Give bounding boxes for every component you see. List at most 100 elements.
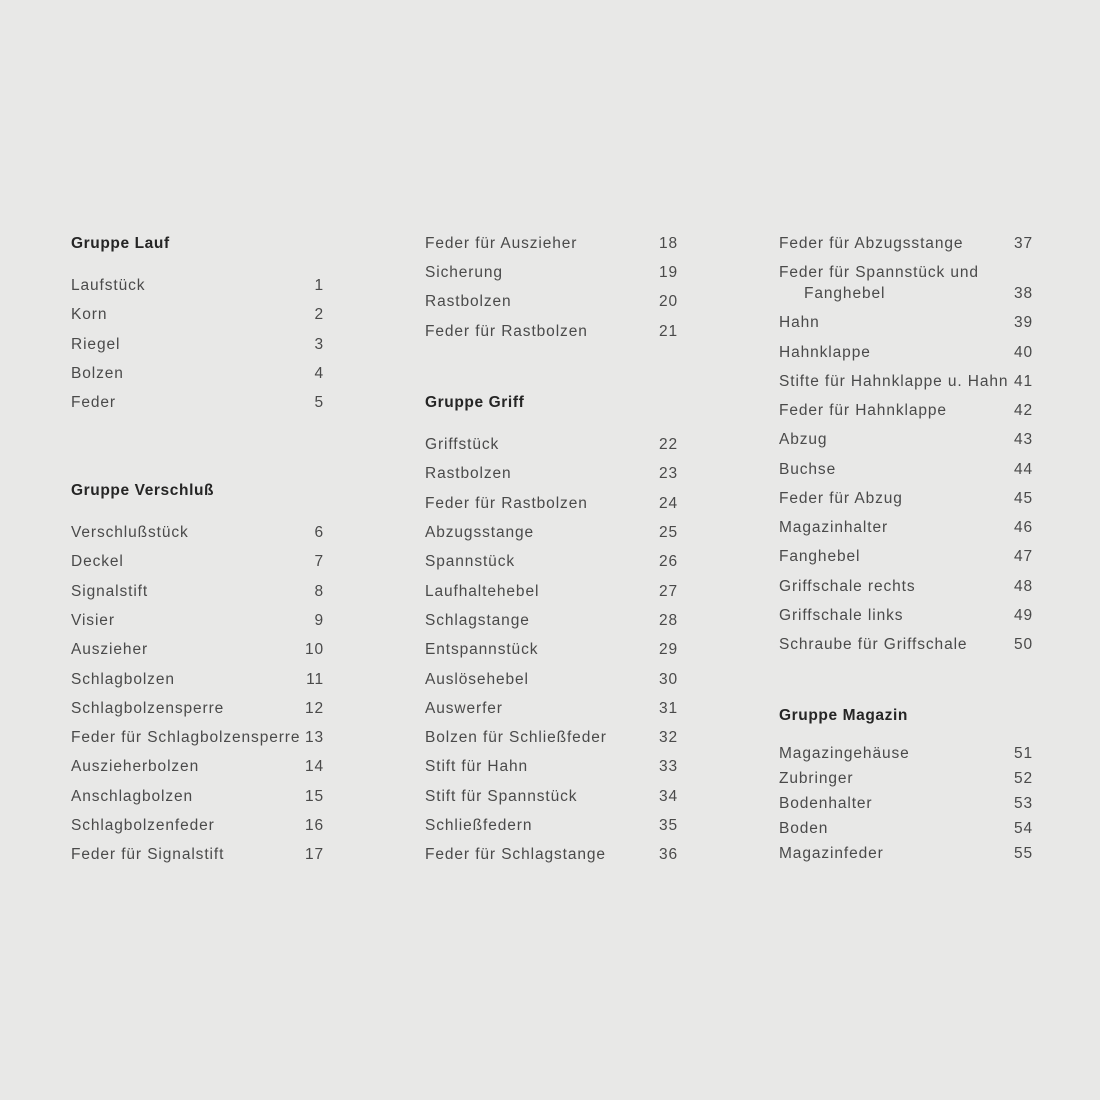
part-number: 55 xyxy=(1013,845,1033,862)
part-name: Schlagbolzen xyxy=(71,671,175,688)
part-name: Magazingehäuse xyxy=(779,745,910,762)
part-number: 8 xyxy=(314,583,324,600)
part-number: 52 xyxy=(1013,770,1033,787)
part-number: 38 xyxy=(1013,285,1033,302)
part-name: Hahn xyxy=(779,314,820,331)
part-number: 42 xyxy=(1013,402,1033,419)
part-name: Verschlußstück xyxy=(71,524,189,541)
part-name: Laufstück xyxy=(71,277,146,294)
part-number: 35 xyxy=(658,817,678,834)
part-name: Schlagbolzenfeder xyxy=(71,817,215,834)
part-number: 9 xyxy=(314,612,324,629)
part-number: 41 xyxy=(1013,373,1033,390)
part-name: Visier xyxy=(71,612,115,629)
part-name: Bolzen für Schließfeder xyxy=(425,729,607,746)
part-name: Bolzen xyxy=(71,365,124,382)
part-number: 20 xyxy=(658,293,678,310)
part-name: Boden xyxy=(779,820,829,837)
part-name: Griffschale rechts xyxy=(779,578,916,595)
part-number: 15 xyxy=(304,788,324,805)
part-name: Spannstück xyxy=(425,553,515,570)
part-number: 53 xyxy=(1013,795,1033,812)
part-number: 14 xyxy=(304,758,324,775)
part-name: Schließfedern xyxy=(425,817,533,834)
part-name: Feder für Signalstift xyxy=(71,846,225,863)
part-number: 7 xyxy=(314,553,324,570)
part-number: 12 xyxy=(304,700,324,717)
part-name: Auszieher xyxy=(71,641,149,658)
part-name: Feder für Rastbolzen xyxy=(425,495,588,512)
part-number: 2 xyxy=(314,306,324,323)
part-name: Feder xyxy=(71,394,116,411)
part-name: Feder für Auszieher xyxy=(425,235,578,252)
part-number: 6 xyxy=(314,524,324,541)
part-number: 16 xyxy=(304,817,324,834)
part-name: Auslösehebel xyxy=(425,671,529,688)
part-name: Anschlagbolzen xyxy=(71,788,194,805)
part-number: 34 xyxy=(658,788,678,805)
part-name: Magazinhalter xyxy=(779,519,889,536)
part-name: Abzugsstange xyxy=(425,524,535,541)
part-name: Fanghebel xyxy=(779,548,861,565)
part-name: Korn xyxy=(71,306,108,323)
part-name: Griffstück xyxy=(425,436,500,453)
part-name: Feder für Schlagstange xyxy=(425,846,606,863)
group-heading: Gruppe Griff xyxy=(425,394,525,411)
part-number: 19 xyxy=(658,264,678,281)
part-name: Auszieherbolzen xyxy=(71,758,200,775)
part-number: 30 xyxy=(658,671,678,688)
part-number: 18 xyxy=(658,235,678,252)
part-number: 46 xyxy=(1013,519,1033,536)
part-name: Rastbolzen xyxy=(425,465,512,482)
part-number: 32 xyxy=(658,729,678,746)
part-name: Rastbolzen xyxy=(425,293,512,310)
part-number: 25 xyxy=(658,524,678,541)
part-number: 37 xyxy=(1013,235,1033,252)
part-number: 39 xyxy=(1013,314,1033,331)
part-number: 33 xyxy=(658,758,678,775)
part-number: 26 xyxy=(658,553,678,570)
part-name: Deckel xyxy=(71,553,124,570)
part-number: 36 xyxy=(658,846,678,863)
part-name: Feder für Abzugsstange xyxy=(779,235,964,252)
part-name: Stifte für Hahnklappe u. Hahn xyxy=(779,373,1009,390)
part-number: 17 xyxy=(304,846,324,863)
part-number: 22 xyxy=(658,436,678,453)
part-number: 44 xyxy=(1013,461,1033,478)
part-number: 31 xyxy=(658,700,678,717)
part-name: Abzug xyxy=(779,431,828,448)
part-name: Hahnklappe xyxy=(779,344,871,361)
part-number: 43 xyxy=(1013,431,1033,448)
part-number: 4 xyxy=(314,365,324,382)
part-name: Feder für Schlagbolzensperre xyxy=(71,729,301,746)
part-name: Buchse xyxy=(779,461,837,478)
part-number: 51 xyxy=(1013,745,1033,762)
part-name: Schlagbolzensperre xyxy=(71,700,225,717)
part-name: Riegel xyxy=(71,336,121,353)
part-number: 49 xyxy=(1013,607,1033,624)
part-name: Entspannstück xyxy=(425,641,539,658)
part-name: Griffschale links xyxy=(779,607,904,624)
part-name: Sicherung xyxy=(425,264,503,281)
part-number: 28 xyxy=(658,612,678,629)
part-name: Stift für Hahn xyxy=(425,758,529,775)
part-number: 47 xyxy=(1013,548,1033,565)
part-name: Schraube für Griffschale xyxy=(779,636,968,653)
part-number: 21 xyxy=(658,323,678,340)
part-number: 27 xyxy=(658,583,678,600)
part-number: 48 xyxy=(1013,578,1033,595)
part-name: Feder für Hahnklappe xyxy=(779,402,947,419)
part-name: Stift für Spannstück xyxy=(425,788,578,805)
part-name: Laufhaltehebel xyxy=(425,583,540,600)
part-number: 13 xyxy=(304,729,324,746)
part-number: 54 xyxy=(1013,820,1033,837)
part-number: 3 xyxy=(314,336,324,353)
part-name: Feder für Rastbolzen xyxy=(425,323,588,340)
part-name: Auswerfer xyxy=(425,700,503,717)
part-number: 45 xyxy=(1013,490,1033,507)
part-number: 10 xyxy=(304,641,324,658)
part-name: Feder für Abzug xyxy=(779,490,903,507)
part-name: Bodenhalter xyxy=(779,795,873,812)
part-number: 1 xyxy=(314,277,324,294)
part-number: 29 xyxy=(658,641,678,658)
